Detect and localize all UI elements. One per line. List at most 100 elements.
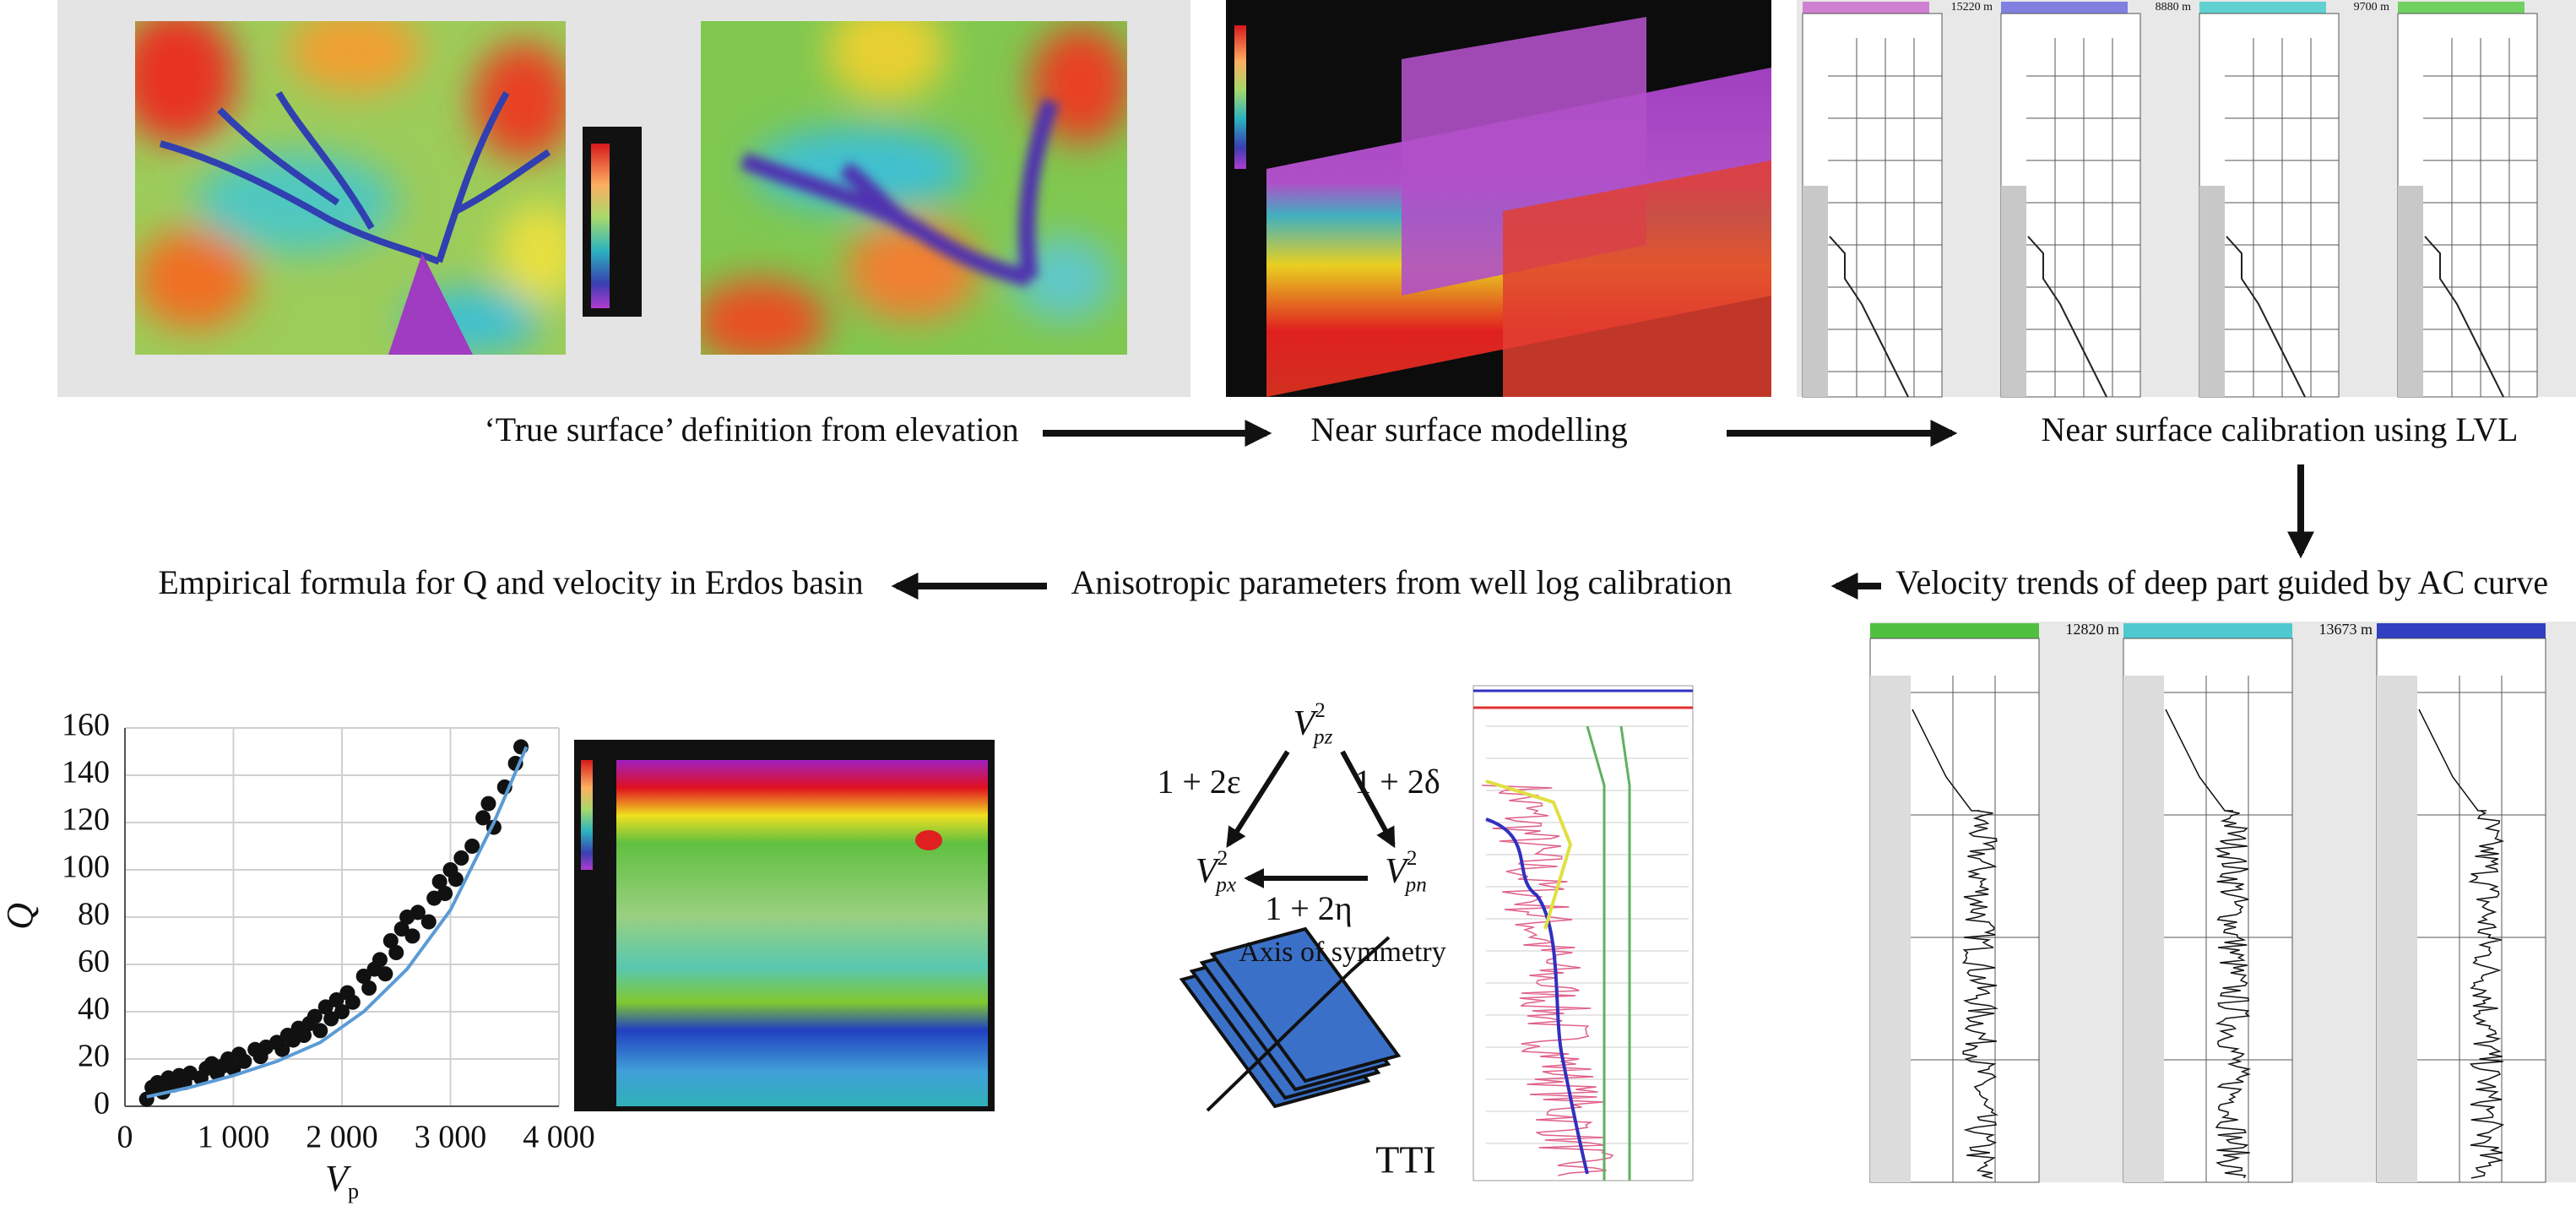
data-point [225,1061,241,1077]
step-label: Near surface calibration using LVL [2042,410,2519,448]
q-velocity-chart: 0 20 40 60 80 100 120 140 160 0 1 000 2 000 3 000 4 0… [0,708,595,1204]
x-axis-label: Vp [325,1158,359,1203]
y-axis-label: Q [0,903,41,930]
log-header [1803,2,1929,14]
data-point [480,796,496,812]
log-trace [2226,236,2306,398]
decor-ellipse [915,830,942,850]
data-point [274,1041,290,1057]
decor-ellipse [1013,236,1114,321]
decor-line [1206,969,1353,1112]
y-tick-label: 140 [62,755,110,790]
log-depth [1870,676,1911,1182]
vpz-label-base: V [1293,704,1319,743]
step-label: Velocity trends of deep part guided by A… [1895,563,2548,601]
vpx-label: V2 px [1196,847,1236,896]
vpx-label-sub: px [1214,873,1236,896]
decor-line [1349,936,1391,973]
well-distance: 8880 m [2156,1,2192,14]
data-point [317,999,334,1015]
vpn-label-base: V [1385,852,1410,891]
log-trace [1485,817,1589,1175]
step-label: Anisotropic parameters from well log cal… [1071,563,1732,601]
vpx-label-base: V [1196,852,1221,891]
decor-polygon [1503,160,1771,397]
decor-rect [1234,25,1246,169]
vpn-label: V2 pn [1385,847,1427,896]
data-point [296,1028,312,1043]
log-header [2001,2,2128,14]
log-depth [1803,186,1828,397]
data-point [447,872,464,888]
data-point [236,1053,252,1069]
decor-ellipse [135,228,253,329]
log-header [2123,623,2292,638]
axis-label: Axis of symmetry [1239,937,1446,968]
decor-ellipse [135,21,236,144]
x-tick-label: 2 000 [306,1120,378,1155]
log-header [1870,623,2039,638]
log-header [2377,623,2546,638]
data-point [431,874,447,889]
well-distance: 15220 m [1951,1,1993,14]
y-tick-label: 100 [62,850,110,885]
elevation-maps [57,0,1190,397]
decor-rect [581,760,593,870]
y-tick-label: 80 [78,897,110,932]
data-point [409,904,426,920]
y-tick-label: 120 [62,802,110,838]
ac-curve-logs: 12820 m 13673 m [1869,621,2576,1183]
data-point [306,1008,323,1024]
fit-curve [146,746,529,1099]
vpz-label-sub: pz [1312,725,1333,748]
x-tick-label: 1 000 [198,1120,270,1155]
data-point [344,994,361,1010]
data-point [437,886,453,901]
log-header [2199,2,2326,14]
data-point [464,839,480,854]
decor-ellipse [827,21,946,101]
data-point [453,850,469,866]
x-tick-label: 3 000 [415,1120,487,1155]
decor-path [740,98,1060,287]
vpn-label-sub: pn [1404,873,1427,896]
data-point [312,1023,328,1039]
delta-label: 1 + 2δ [1354,763,1440,801]
vpn-label-sup: 2 [1407,847,1418,870]
decor-ellipse [473,42,566,160]
y-tick-label: 60 [78,944,110,980]
vpx-label-sup: 2 [1217,847,1228,870]
data-point [393,921,409,937]
data-point [382,933,399,948]
decor-g [701,21,1127,355]
log-trace [1586,725,1631,1181]
vpz-label: V2 pz [1293,699,1333,749]
log-trace [1829,236,1909,398]
decor-g [135,21,566,355]
x-axis-label-sub: p [348,1178,359,1203]
data-point [328,992,344,1007]
decor-path [159,90,551,265]
data-point [334,1004,350,1019]
log-trace [1485,779,1573,930]
data-point [475,810,491,826]
data-point [371,952,388,968]
log-header [2398,2,2524,14]
log-depth [2377,676,2417,1182]
data-point [377,966,393,982]
decor-ellipse [498,203,566,304]
decor-polygon [1209,926,1402,1083]
decor-rect [1472,685,1694,1181]
q-section-image [574,740,995,1111]
x-tick-label: 4 000 [523,1120,595,1155]
decor-path [388,253,473,355]
log-trace [2165,709,2252,1179]
log-trace [2027,236,2107,398]
decor-ellipse [701,279,827,355]
data-point [323,1011,339,1027]
log-trace [2418,709,2505,1179]
decor-rect [591,144,610,308]
